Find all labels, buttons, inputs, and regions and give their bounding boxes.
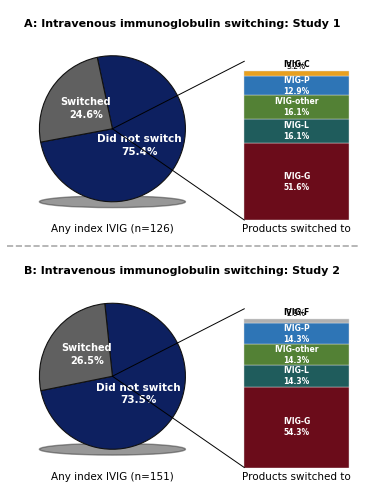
Text: IVIG-C: IVIG-C bbox=[283, 60, 310, 69]
Bar bbox=[244, 344, 349, 366]
Text: 3.2%: 3.2% bbox=[287, 62, 306, 70]
Bar bbox=[244, 144, 349, 220]
Text: IVIG-L
16.1%: IVIG-L 16.1% bbox=[283, 121, 310, 142]
Ellipse shape bbox=[39, 196, 185, 207]
Wedge shape bbox=[41, 56, 185, 202]
Text: IVIG-F: IVIG-F bbox=[283, 308, 310, 316]
Text: IVIG-G
54.3%: IVIG-G 54.3% bbox=[283, 417, 310, 437]
Text: Products switched to: Products switched to bbox=[242, 224, 351, 234]
Text: IVIG-G
51.6%: IVIG-G 51.6% bbox=[283, 172, 310, 192]
Text: IVIG-other
16.1%: IVIG-other 16.1% bbox=[274, 98, 319, 117]
Text: Did not switch
73.5%: Did not switch 73.5% bbox=[96, 383, 181, 406]
Wedge shape bbox=[39, 304, 112, 390]
Ellipse shape bbox=[39, 444, 185, 455]
Text: B: Intravenous immunoglobulin switching: Study 2: B: Intravenous immunoglobulin switching:… bbox=[24, 266, 341, 276]
Text: Did not switch
75.4%: Did not switch 75.4% bbox=[97, 134, 181, 156]
Bar bbox=[244, 387, 349, 468]
Text: IVIG-P
12.9%: IVIG-P 12.9% bbox=[283, 76, 310, 96]
Bar bbox=[244, 96, 349, 120]
Text: IVIG-P
14.3%: IVIG-P 14.3% bbox=[283, 324, 310, 344]
Wedge shape bbox=[41, 304, 185, 449]
Text: Any index IVIG (n=126): Any index IVIG (n=126) bbox=[51, 224, 174, 234]
Bar bbox=[244, 318, 349, 323]
Text: 2.9%: 2.9% bbox=[287, 309, 306, 318]
Text: Any index IVIG (n=151): Any index IVIG (n=151) bbox=[51, 472, 174, 482]
Text: Switched
24.6%: Switched 24.6% bbox=[60, 98, 111, 120]
Bar bbox=[244, 72, 349, 76]
Text: IVIG-L
14.3%: IVIG-L 14.3% bbox=[283, 366, 310, 386]
Text: A: Intravenous immunoglobulin switching: Study 1: A: Intravenous immunoglobulin switching:… bbox=[24, 18, 341, 28]
Bar bbox=[244, 323, 349, 344]
Bar bbox=[244, 76, 349, 96]
Text: Products switched to: Products switched to bbox=[242, 472, 351, 482]
Text: Switched
26.5%: Switched 26.5% bbox=[61, 344, 112, 366]
Bar bbox=[244, 120, 349, 144]
Bar bbox=[244, 366, 349, 387]
Text: IVIG-other
14.3%: IVIG-other 14.3% bbox=[274, 345, 319, 365]
Wedge shape bbox=[39, 58, 112, 142]
